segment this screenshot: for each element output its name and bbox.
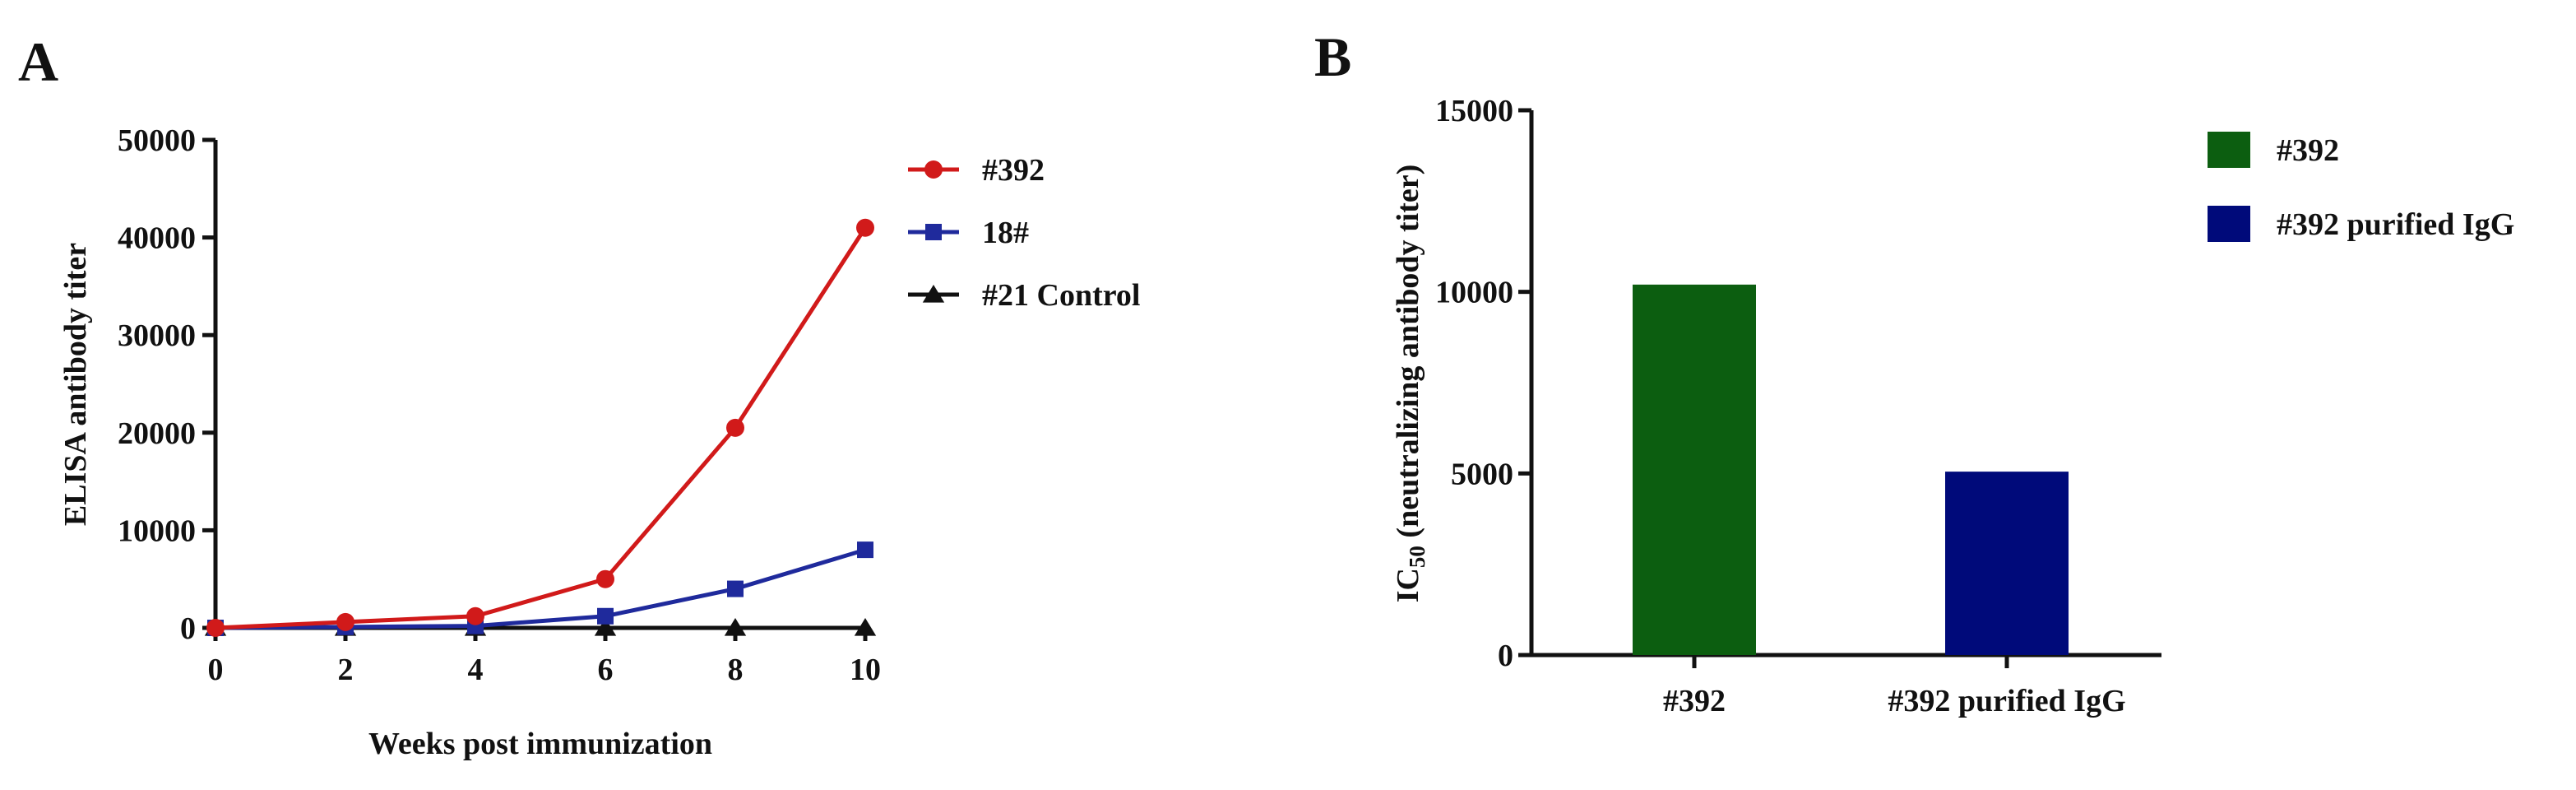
a-legend-label: 18# (982, 216, 1029, 250)
a-data-point (594, 618, 617, 636)
a-x-tick-label: 6 (598, 653, 614, 687)
a-data-point (856, 218, 874, 237)
panel-label-a: A (18, 30, 58, 93)
a-y-tick-label: 40000 (118, 221, 196, 256)
a-y-tick-label: 10000 (118, 514, 196, 548)
a-x-ticks: 0 2 4 6 8 10 (208, 628, 881, 687)
a-x-tick-label: 10 (850, 653, 881, 687)
a-y-tick-label: 30000 (118, 318, 196, 353)
b-bars (1633, 284, 2069, 655)
b-legend-swatch (2208, 206, 2250, 242)
b-legend-label: #392 (2277, 133, 2339, 168)
a-y-tick-label: 20000 (118, 416, 196, 451)
b-bar (1945, 472, 2069, 655)
a-legend-label: #392 (982, 153, 1045, 188)
a-series-0 (206, 218, 874, 637)
a-legend-label: #21 Control (982, 278, 1140, 313)
a-legend-marker (922, 285, 945, 303)
a-data-point (466, 606, 484, 625)
a-data-point (206, 619, 225, 637)
a-series-line (215, 547, 866, 630)
b-category-label: #392 (1663, 684, 1726, 718)
b-legend-label: #392 purified IgG (2277, 207, 2514, 242)
a-data-point (597, 607, 614, 625)
a-x-tick-label: 2 (338, 653, 354, 687)
a-data-point (854, 618, 877, 636)
a-data-point (724, 618, 747, 636)
b-legend-swatch (2208, 132, 2250, 168)
a-legend: #392 18# #21 Control (908, 153, 1140, 313)
b-y-tick-label: 5000 (1451, 457, 1513, 491)
b-bar (1633, 284, 1756, 655)
a-data-point (726, 418, 744, 437)
a-data-point (596, 569, 614, 588)
a-series-line (215, 226, 868, 630)
a-legend-marker (924, 160, 943, 179)
b-y-tick-label: 0 (1498, 639, 1513, 673)
a-x-tick-label: 4 (468, 653, 484, 687)
b-y-ticks: 0 5000 10000 15000 (1435, 94, 1531, 673)
b-y-tick-label: 10000 (1435, 276, 1513, 310)
b-category-label: #392 purified IgG (1888, 684, 2125, 718)
panel-label-b: B (1314, 26, 1351, 88)
b-y-tick-label: 15000 (1435, 94, 1513, 128)
b-y-title-main: IC (1391, 568, 1425, 602)
panel-a-line-chart: A 0 10000 20000 30000 40000 50000 0 2 4 6 8 10 ELI… (18, 30, 1140, 761)
a-y-ticks: 0 10000 20000 30000 40000 50000 (118, 123, 215, 646)
a-x-axis-title: Weeks post immunization (368, 727, 712, 761)
b-y-title-subscript: 50 (1405, 546, 1429, 568)
a-series-group (204, 218, 877, 637)
b-category-labels: #392 #392 purified IgG (1663, 655, 2126, 718)
a-x-tick-label: 8 (728, 653, 744, 687)
a-legend-marker (925, 224, 942, 240)
a-y-tick-label: 0 (180, 611, 196, 646)
b-y-axis-title: IC50 (neutralizing antibody titer) (1391, 165, 1429, 603)
a-y-tick-label: 50000 (118, 123, 196, 158)
a-data-point (727, 580, 744, 597)
a-y-axis-title: ELISA antibody titer (58, 243, 93, 526)
a-data-point (336, 612, 354, 631)
a-x-tick-label: 0 (208, 653, 224, 687)
a-data-point (857, 541, 873, 559)
b-y-title-rest: (neutralizing antibody titer) (1391, 165, 1425, 546)
b-legend: #392 #392 purified IgG (2208, 132, 2514, 242)
